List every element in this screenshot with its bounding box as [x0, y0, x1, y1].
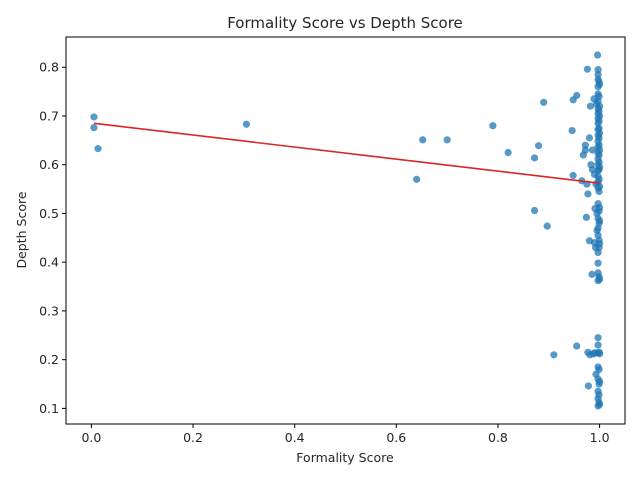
- data-point: [595, 400, 604, 409]
- data-point: [504, 148, 512, 157]
- data-point: [595, 163, 604, 171]
- x-tick-label: 0.0: [81, 430, 101, 445]
- data-point: [595, 275, 604, 283]
- chart-title: Formality Score vs Depth Score: [227, 14, 463, 32]
- data-point: [595, 129, 604, 137]
- data-point: [594, 259, 602, 267]
- data-point: [568, 126, 576, 135]
- data-point: [595, 365, 603, 374]
- x-tick-label: 1.0: [590, 430, 610, 445]
- data-point: [595, 175, 603, 183]
- data-point: [530, 206, 539, 215]
- data-point: [593, 51, 602, 59]
- data-point: [489, 122, 497, 130]
- data-point: [585, 134, 594, 142]
- data-point: [543, 222, 551, 230]
- data-point: [595, 80, 604, 88]
- x-tick-label: 0.8: [488, 430, 508, 445]
- data-point: [584, 382, 593, 390]
- data-point: [573, 91, 581, 100]
- x-axis-title: Formality Score: [296, 450, 394, 465]
- y-tick-label: 0.1: [39, 401, 59, 416]
- data-point: [90, 124, 98, 132]
- y-tick-label: 0.8: [39, 60, 59, 75]
- data-point: [443, 136, 451, 144]
- y-tick-label: 0.2: [39, 352, 59, 367]
- data-point: [550, 351, 558, 359]
- data-point: [595, 102, 604, 110]
- y-axis-title: Depth Score: [14, 191, 29, 268]
- data-point: [569, 171, 577, 180]
- data-point: [90, 113, 98, 121]
- y-axis-ticks: 0.1 0.2 0.3 0.4 0.5 0.6 0.7 0.8: [39, 60, 66, 416]
- data-point: [242, 120, 250, 128]
- x-axis-ticks: 0.0 0.2 0.4 0.6 0.8 1.0: [81, 424, 610, 445]
- trend-line-layer: [93, 122, 600, 185]
- regression-line: [93, 122, 600, 185]
- data-point: [595, 391, 603, 399]
- data-point: [595, 350, 604, 358]
- data-point: [595, 183, 604, 191]
- plot-frame: [65, 36, 626, 425]
- y-tick-label: 0.6: [39, 157, 59, 172]
- data-point: [583, 65, 591, 73]
- data-point: [595, 203, 604, 212]
- data-point: [573, 342, 581, 350]
- data-point: [94, 145, 102, 153]
- x-tick-label: 0.4: [285, 430, 305, 445]
- data-point: [595, 240, 604, 248]
- data-point: [586, 102, 595, 110]
- x-tick-label: 0.2: [183, 430, 203, 445]
- data-point: [413, 175, 421, 183]
- y-tick-label: 0.5: [39, 206, 59, 221]
- data-point: [419, 136, 427, 144]
- data-point: [594, 334, 602, 342]
- data-point: [535, 142, 543, 150]
- data-point: [530, 154, 539, 162]
- data-point: [540, 98, 548, 106]
- data-point: [595, 92, 603, 101]
- y-tick-label: 0.7: [39, 108, 59, 123]
- data-point: [584, 190, 592, 198]
- y-tick-label: 0.4: [39, 255, 59, 270]
- data-point: [581, 141, 589, 149]
- data-points-layer: [90, 51, 604, 410]
- data-point: [588, 270, 596, 278]
- data-point: [594, 341, 602, 349]
- data-point: [588, 146, 597, 154]
- x-tick-label: 0.6: [386, 430, 406, 445]
- data-point: [595, 146, 604, 154]
- y-tick-label: 0.3: [39, 303, 59, 318]
- data-point: [595, 217, 604, 225]
- data-point: [582, 213, 590, 221]
- data-point: [595, 112, 604, 120]
- data-point: [595, 378, 604, 386]
